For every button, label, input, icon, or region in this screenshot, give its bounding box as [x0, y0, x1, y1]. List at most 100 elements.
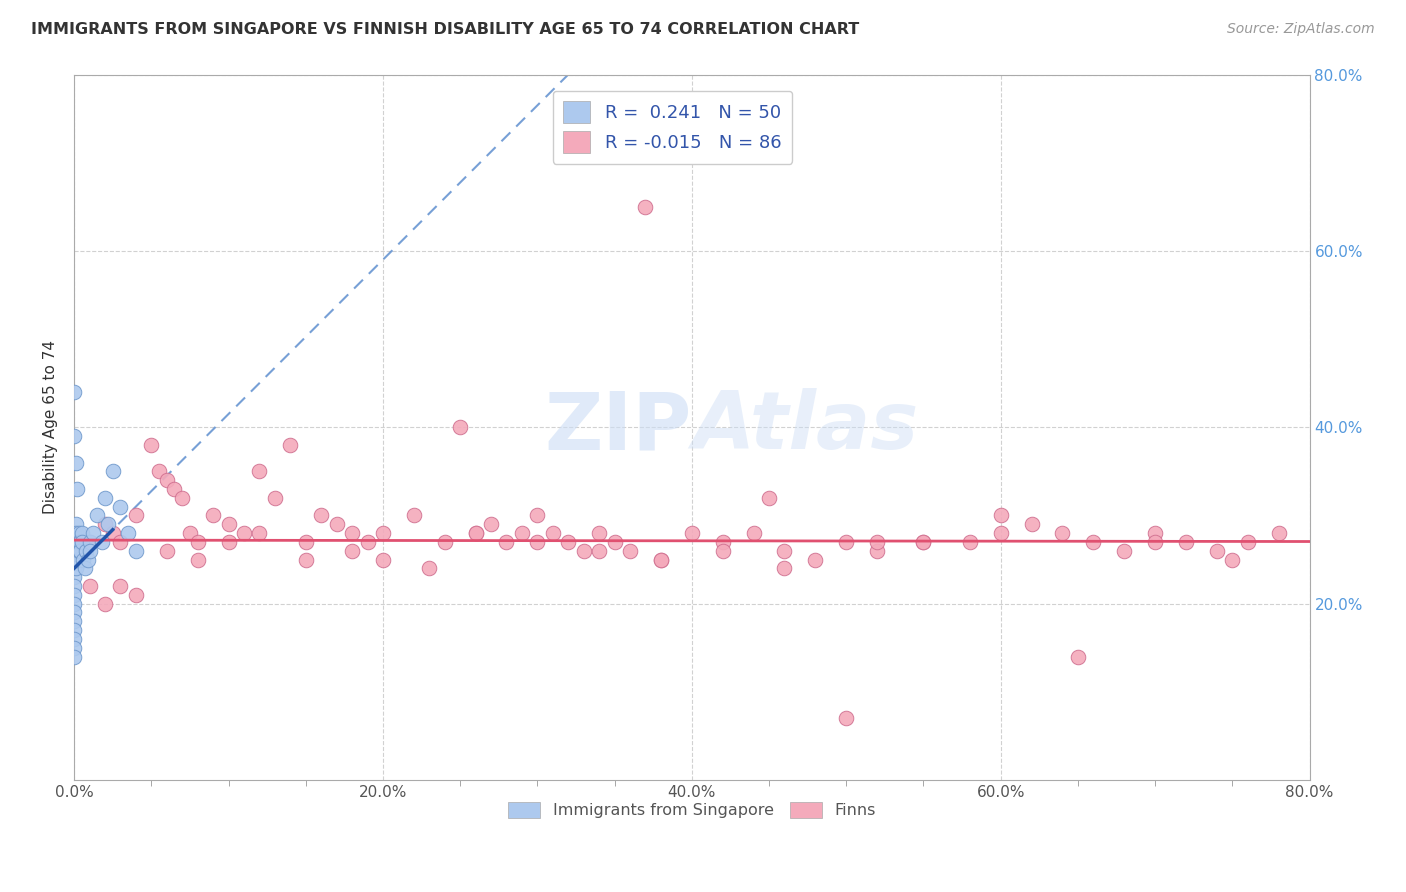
Point	[63, 579, 86, 593]
Point	[758, 491, 780, 505]
Point	[1220, 552, 1243, 566]
Point	[1114, 543, 1136, 558]
Point	[247, 464, 270, 478]
Point	[294, 552, 316, 566]
Point	[69, 543, 91, 558]
Point	[464, 526, 486, 541]
Point	[65, 526, 87, 541]
Point	[634, 200, 657, 214]
Point	[66, 482, 89, 496]
Point	[73, 561, 96, 575]
Point	[65, 552, 87, 566]
Point	[510, 526, 533, 541]
Text: IMMIGRANTS FROM SINGAPORE VS FINNISH DISABILITY AGE 65 TO 74 CORRELATION CHART: IMMIGRANTS FROM SINGAPORE VS FINNISH DIS…	[31, 22, 859, 37]
Point	[63, 632, 86, 646]
Point	[1052, 526, 1074, 541]
Point	[90, 534, 112, 549]
Point	[82, 526, 104, 541]
Point	[464, 526, 486, 541]
Point	[172, 491, 194, 505]
Point	[110, 534, 132, 549]
Point	[63, 570, 86, 584]
Point	[325, 517, 347, 532]
Point	[79, 534, 101, 549]
Point	[79, 579, 101, 593]
Point	[1205, 543, 1227, 558]
Point	[66, 543, 89, 558]
Point	[650, 552, 672, 566]
Point	[125, 588, 148, 602]
Point	[117, 526, 139, 541]
Point	[356, 534, 378, 549]
Point	[773, 543, 796, 558]
Point	[94, 597, 117, 611]
Point	[233, 526, 256, 541]
Point	[63, 640, 86, 655]
Point	[72, 552, 94, 566]
Point	[912, 534, 935, 549]
Point	[619, 543, 641, 558]
Point	[65, 561, 87, 575]
Point	[309, 508, 332, 523]
Point	[1021, 517, 1043, 532]
Point	[202, 508, 225, 523]
Point	[70, 534, 93, 549]
Text: ZIP: ZIP	[544, 388, 692, 467]
Point	[526, 534, 548, 549]
Point	[263, 491, 285, 505]
Point	[1083, 534, 1105, 549]
Point	[63, 384, 86, 399]
Point	[866, 534, 889, 549]
Point	[94, 517, 117, 532]
Point	[63, 526, 86, 541]
Point	[65, 543, 87, 558]
Point	[912, 534, 935, 549]
Point	[603, 534, 626, 549]
Point	[66, 552, 89, 566]
Point	[588, 526, 610, 541]
Point	[495, 534, 517, 549]
Point	[218, 517, 240, 532]
Point	[371, 526, 394, 541]
Point	[75, 543, 97, 558]
Point	[156, 543, 179, 558]
Point	[1267, 526, 1289, 541]
Point	[278, 438, 301, 452]
Point	[711, 534, 734, 549]
Point	[79, 534, 101, 549]
Point	[110, 579, 132, 593]
Point	[67, 543, 90, 558]
Point	[67, 534, 90, 549]
Text: Source: ZipAtlas.com: Source: ZipAtlas.com	[1227, 22, 1375, 37]
Point	[835, 711, 858, 725]
Point	[294, 534, 316, 549]
Point	[711, 543, 734, 558]
Point	[1236, 534, 1258, 549]
Point	[804, 552, 827, 566]
Point	[65, 456, 87, 470]
Point	[402, 508, 425, 523]
Point	[97, 517, 120, 532]
Point	[63, 429, 86, 443]
Point	[63, 534, 86, 549]
Point	[63, 623, 86, 637]
Point	[572, 543, 595, 558]
Point	[187, 552, 209, 566]
Point	[247, 526, 270, 541]
Point	[63, 543, 86, 558]
Point	[125, 543, 148, 558]
Point	[65, 534, 87, 549]
Point	[148, 464, 170, 478]
Point	[94, 491, 117, 505]
Point	[218, 534, 240, 549]
Point	[156, 473, 179, 487]
Point	[63, 614, 86, 628]
Point	[65, 517, 87, 532]
Point	[650, 552, 672, 566]
Point	[63, 561, 86, 575]
Point	[63, 588, 86, 602]
Point	[990, 526, 1012, 541]
Point	[742, 526, 765, 541]
Point	[187, 534, 209, 549]
Point	[67, 526, 90, 541]
